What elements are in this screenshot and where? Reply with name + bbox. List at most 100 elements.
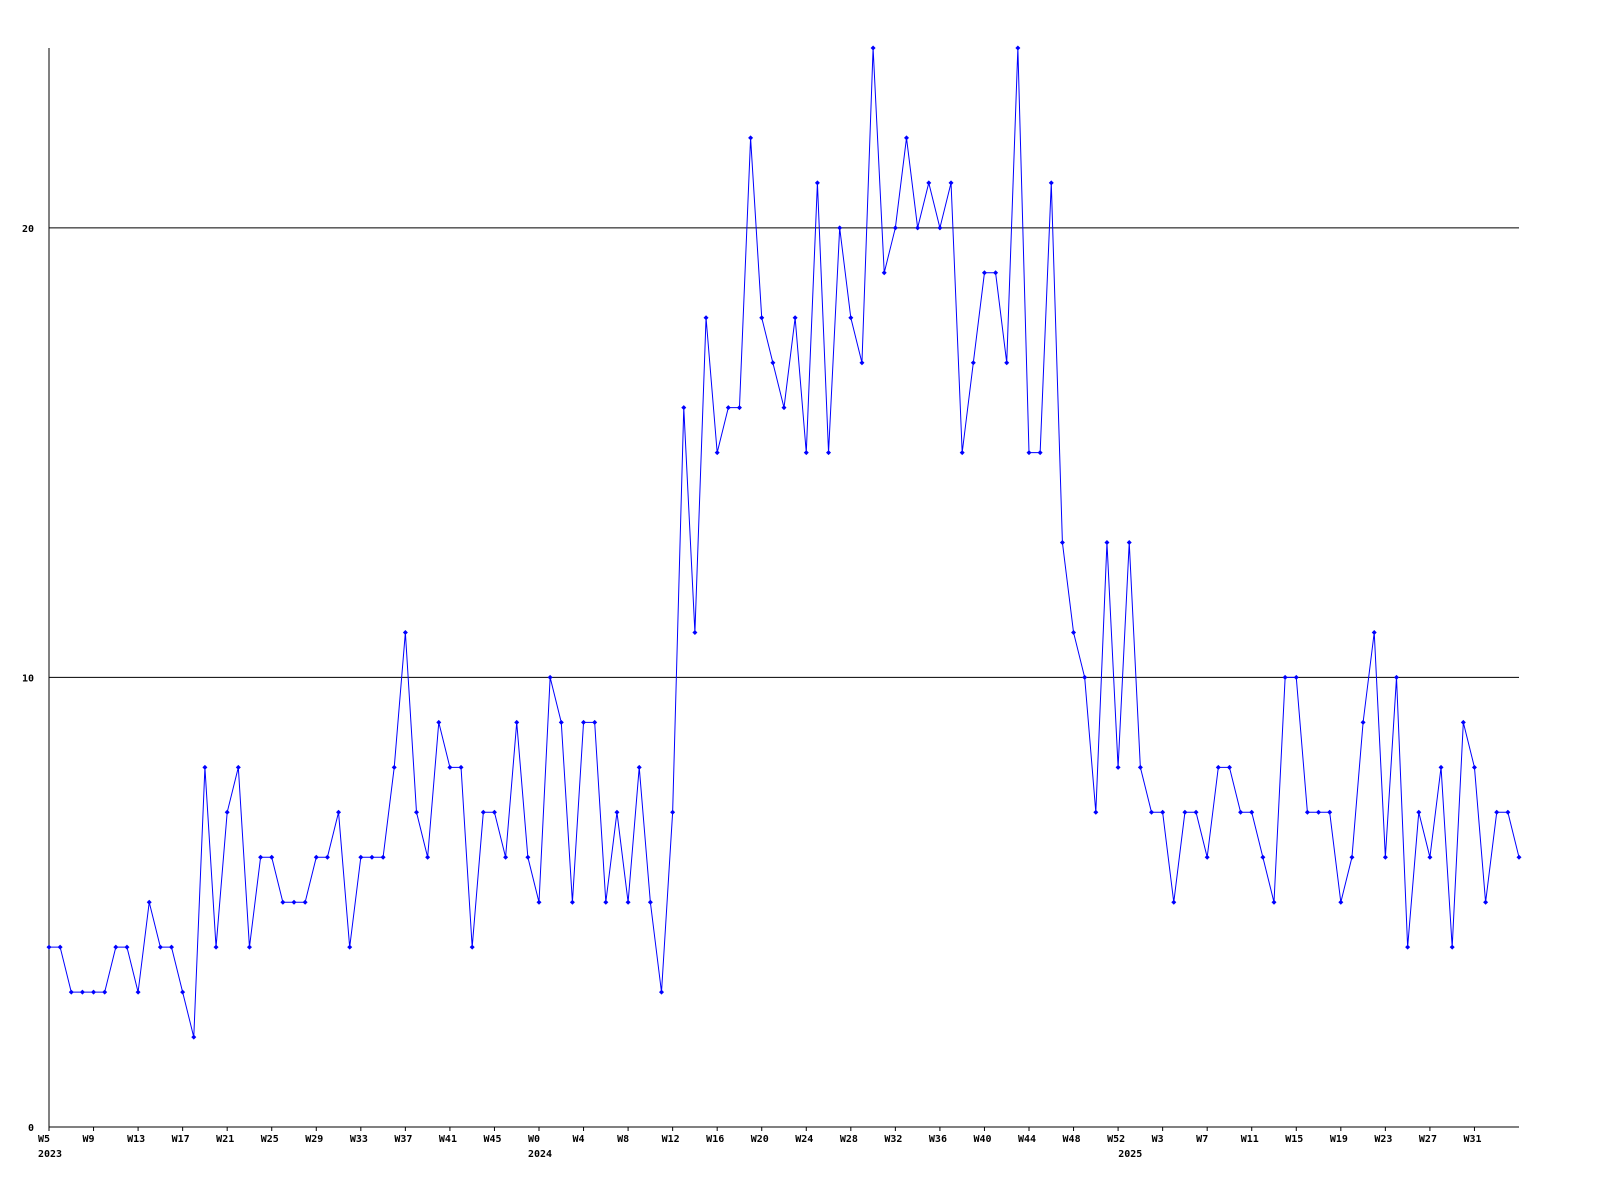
point [1338, 899, 1344, 905]
point [1249, 809, 1255, 815]
point [1026, 450, 1032, 456]
point [569, 899, 575, 905]
x-year-label: 2024 [528, 1149, 552, 1160]
point [1071, 629, 1077, 635]
point [213, 944, 219, 950]
x-tick-label: W13 [127, 1134, 145, 1145]
point [614, 809, 620, 815]
point [1449, 944, 1455, 950]
point [1238, 809, 1244, 815]
point [324, 854, 330, 860]
x-tick-label: W41 [439, 1134, 457, 1145]
point [1460, 719, 1466, 725]
point [1048, 180, 1054, 186]
point [1360, 719, 1366, 725]
point [180, 989, 186, 995]
point [1059, 540, 1065, 546]
point [1149, 809, 1154, 815]
point [1093, 809, 1099, 815]
point [904, 135, 909, 141]
point [202, 764, 208, 770]
point [503, 854, 509, 860]
x-tick-label: W45 [483, 1134, 501, 1145]
point [714, 450, 720, 456]
point [1282, 674, 1288, 680]
point [91, 989, 97, 995]
point [826, 450, 832, 456]
point [547, 674, 553, 680]
point [224, 809, 230, 815]
point [1382, 854, 1388, 860]
point [558, 719, 564, 725]
point [703, 315, 709, 321]
point [1215, 764, 1221, 770]
point [1193, 809, 1199, 815]
point [480, 809, 486, 815]
point [425, 854, 431, 860]
point [1327, 809, 1333, 815]
point [881, 270, 887, 276]
point [269, 854, 275, 860]
x-tick-label: W36 [929, 1134, 947, 1145]
point [402, 629, 408, 635]
point [246, 944, 252, 950]
point [1271, 899, 1277, 905]
point [926, 180, 932, 186]
point [948, 180, 954, 186]
point [892, 225, 898, 231]
x-tick-label: W32 [884, 1134, 902, 1145]
x-tick-label: W0 [528, 1134, 540, 1145]
point [380, 854, 386, 860]
point [592, 719, 598, 725]
x-tick-label: W12 [662, 1134, 680, 1145]
x-tick-label: W4 [573, 1134, 585, 1145]
point [670, 809, 676, 815]
point [1182, 809, 1188, 815]
point [870, 45, 876, 51]
point [1494, 809, 1500, 815]
point [1226, 764, 1232, 770]
x-tick-label: W17 [172, 1134, 190, 1145]
x-tick-label: W29 [305, 1134, 323, 1145]
point [1516, 854, 1522, 860]
x-tick-label: W19 [1330, 1134, 1348, 1145]
x-tick-label: W21 [216, 1134, 234, 1145]
point [1405, 944, 1411, 950]
x-tick-label: W11 [1241, 1134, 1259, 1145]
point [369, 854, 375, 860]
x-tick-label: W28 [840, 1134, 858, 1145]
point [848, 315, 854, 321]
point [436, 719, 442, 725]
point [1082, 674, 1088, 680]
point [336, 809, 342, 815]
x-tick-label: W20 [751, 1134, 769, 1145]
x-tick-label: W8 [617, 1134, 629, 1145]
x-tick-label: W25 [261, 1134, 279, 1145]
point [603, 899, 609, 905]
point [1416, 809, 1422, 815]
point [1483, 899, 1489, 905]
x-year-label: 2025 [1118, 1149, 1142, 1160]
point [1427, 854, 1433, 860]
x-tick-label: W31 [1463, 1134, 1481, 1145]
point [1316, 809, 1322, 815]
point [1438, 764, 1444, 770]
point [1171, 899, 1177, 905]
point [1349, 854, 1355, 860]
x-tick-label: W33 [350, 1134, 368, 1145]
point [1371, 629, 1377, 635]
point [837, 225, 843, 231]
point [803, 450, 809, 456]
point [1160, 809, 1166, 815]
point [1505, 809, 1511, 815]
point [759, 315, 765, 321]
y-tick-label: 20 [22, 224, 34, 235]
point [447, 764, 453, 770]
x-year-label: 2023 [38, 1149, 62, 1160]
point [1204, 854, 1210, 860]
x-tick-label: W27 [1419, 1134, 1437, 1145]
point [770, 360, 776, 366]
point [491, 809, 497, 815]
x-tick-label: W24 [795, 1134, 813, 1145]
